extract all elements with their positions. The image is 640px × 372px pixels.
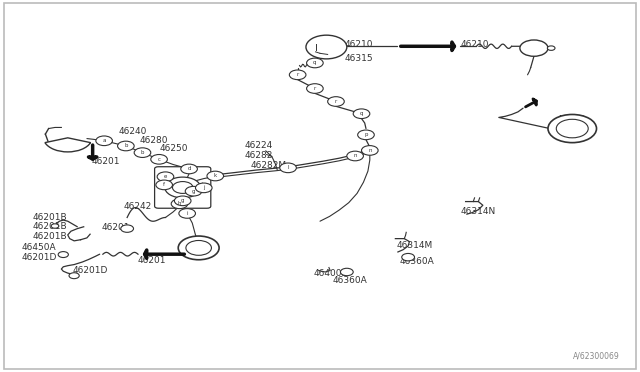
Text: f: f	[163, 182, 165, 187]
Text: r: r	[296, 72, 299, 77]
Text: 46201D: 46201D	[73, 266, 108, 275]
Text: 46400D: 46400D	[314, 269, 349, 278]
Circle shape	[353, 109, 370, 119]
Text: 46201: 46201	[102, 223, 130, 232]
Circle shape	[174, 196, 191, 206]
Text: 46242: 46242	[124, 202, 152, 211]
Text: b: b	[124, 144, 127, 148]
Text: g: g	[192, 189, 195, 194]
Text: q: q	[313, 61, 317, 65]
Text: r: r	[314, 86, 316, 91]
Circle shape	[121, 225, 134, 232]
Circle shape	[520, 40, 548, 56]
Text: 46282: 46282	[244, 151, 273, 160]
Circle shape	[173, 182, 193, 193]
Text: 46224: 46224	[244, 141, 273, 151]
Circle shape	[340, 268, 353, 276]
Circle shape	[362, 145, 378, 155]
Circle shape	[307, 84, 323, 93]
Circle shape	[151, 154, 168, 164]
Text: 46316: 46316	[556, 115, 585, 124]
Circle shape	[172, 199, 188, 209]
Text: i: i	[186, 211, 188, 216]
Circle shape	[547, 46, 555, 50]
Text: k: k	[214, 173, 217, 179]
Circle shape	[556, 119, 588, 138]
Text: 46250: 46250	[159, 144, 188, 153]
Text: h: h	[178, 201, 181, 206]
Wedge shape	[45, 138, 90, 152]
Text: A/62300069: A/62300069	[573, 351, 620, 360]
Circle shape	[58, 251, 68, 257]
Circle shape	[179, 209, 195, 218]
Circle shape	[69, 273, 79, 279]
FancyBboxPatch shape	[155, 167, 211, 208]
Text: 46210: 46210	[461, 40, 489, 49]
Circle shape	[180, 164, 197, 174]
Text: 46201B: 46201B	[33, 222, 67, 231]
Text: b: b	[141, 150, 144, 155]
Circle shape	[358, 130, 374, 140]
Circle shape	[185, 186, 202, 196]
Text: a: a	[102, 138, 106, 143]
Circle shape	[156, 180, 173, 190]
Text: 46210: 46210	[344, 40, 372, 49]
Circle shape	[548, 115, 596, 142]
Circle shape	[186, 240, 211, 255]
Text: p: p	[364, 132, 368, 137]
Text: r: r	[335, 99, 337, 104]
Text: 46201: 46201	[92, 157, 120, 166]
Text: e: e	[164, 174, 167, 179]
Text: 46201: 46201	[138, 256, 166, 265]
Circle shape	[134, 148, 151, 157]
Circle shape	[165, 177, 200, 198]
Circle shape	[118, 141, 134, 151]
Text: 46360A: 46360A	[333, 276, 367, 285]
Text: 46240: 46240	[119, 126, 147, 136]
Text: 46314M: 46314M	[397, 241, 433, 250]
Text: n: n	[353, 154, 357, 158]
Circle shape	[280, 163, 296, 173]
Text: 46201B: 46201B	[33, 213, 67, 222]
Text: 46280: 46280	[140, 135, 168, 145]
Circle shape	[328, 97, 344, 106]
Circle shape	[289, 70, 306, 80]
Text: 46314N: 46314N	[461, 208, 496, 217]
Circle shape	[178, 236, 219, 260]
Circle shape	[402, 253, 415, 261]
Circle shape	[306, 35, 347, 59]
Text: n: n	[368, 148, 372, 153]
Circle shape	[307, 58, 323, 68]
Text: j: j	[203, 185, 205, 190]
Circle shape	[195, 183, 212, 193]
Circle shape	[207, 171, 223, 181]
Circle shape	[51, 224, 59, 228]
Text: 46201D: 46201D	[21, 253, 56, 262]
Circle shape	[157, 172, 173, 182]
Text: l: l	[287, 165, 289, 170]
Circle shape	[96, 136, 113, 145]
Text: c: c	[157, 157, 161, 162]
Text: 46450A: 46450A	[21, 243, 56, 251]
Text: q: q	[360, 111, 364, 116]
Text: g: g	[181, 198, 184, 203]
Text: 46282M: 46282M	[251, 161, 287, 170]
Text: d: d	[188, 166, 191, 171]
Text: 46201B: 46201B	[33, 231, 67, 241]
Text: 46360A: 46360A	[400, 257, 435, 266]
Circle shape	[347, 151, 364, 161]
Text: 46315: 46315	[344, 54, 373, 62]
